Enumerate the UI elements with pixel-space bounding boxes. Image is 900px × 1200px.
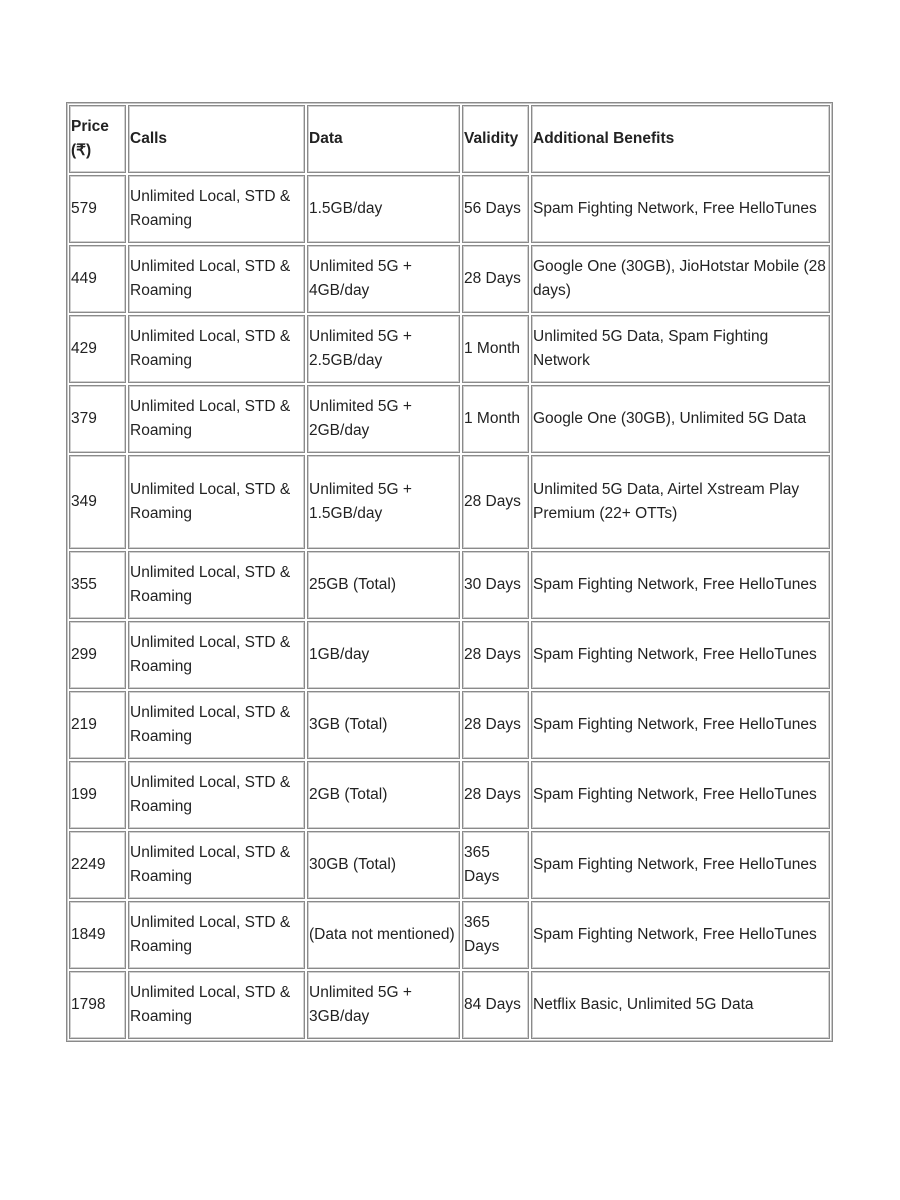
price-cell: 1798 [69, 971, 126, 1039]
benefits-cell: Spam Fighting Network, Free HelloTunes [531, 551, 830, 619]
price-cell: 299 [69, 621, 126, 689]
header-validity: Validity [462, 105, 529, 173]
table-row: 379 Unlimited Local, STD & Roaming Unlimit… [69, 385, 830, 453]
calls-cell: Unlimited Local, STD & Roaming [128, 901, 305, 969]
calls-cell: Unlimited Local, STD & Roaming [128, 315, 305, 383]
data-cell: 2GB (Total) [307, 761, 460, 829]
data-cell: 1GB/day [307, 621, 460, 689]
data-cell: (Data not mentioned) [307, 901, 460, 969]
table-row: 1849 Unlimited Local, STD & Roaming (Data … [69, 901, 830, 969]
data-cell: Unlimited 5G + 2.5GB/day [307, 315, 460, 383]
header-calls: Calls [128, 105, 305, 173]
data-cell: Unlimited 5G + 2GB/day [307, 385, 460, 453]
price-cell: 379 [69, 385, 126, 453]
header-price: Price (₹) [69, 105, 126, 173]
table-row: 299 Unlimited Local, STD & Roaming 1GB/day… [69, 621, 830, 689]
validity-cell: 30 Days [462, 551, 529, 619]
calls-cell: Unlimited Local, STD & Roaming [128, 245, 305, 313]
data-cell: Unlimited 5G + 1.5GB/day [307, 455, 460, 549]
table-row: 449 Unlimited Local, STD & Roaming Unlimit… [69, 245, 830, 313]
benefits-cell: Spam Fighting Network, Free HelloTunes [531, 621, 830, 689]
validity-cell: 365 Days [462, 901, 529, 969]
benefits-cell: Netflix Basic, Unlimited 5G Data [531, 971, 830, 1039]
benefits-cell: Google One (30GB), Unlimited 5G Data [531, 385, 830, 453]
validity-cell: 28 Days [462, 245, 529, 313]
table-row: 219 Unlimited Local, STD & Roaming 3GB (To… [69, 691, 830, 759]
benefits-cell: Spam Fighting Network, Free HelloTunes [531, 175, 830, 243]
price-cell: 1849 [69, 901, 126, 969]
price-cell: 579 [69, 175, 126, 243]
plans-table: Price (₹) Calls Data Validity Additional… [66, 102, 833, 1042]
price-cell: 449 [69, 245, 126, 313]
data-cell: 25GB (Total) [307, 551, 460, 619]
header-benefits: Additional Benefits [531, 105, 830, 173]
calls-cell: Unlimited Local, STD & Roaming [128, 385, 305, 453]
calls-cell: Unlimited Local, STD & Roaming [128, 831, 305, 899]
calls-cell: Unlimited Local, STD & Roaming [128, 691, 305, 759]
benefits-cell: Unlimited 5G Data, Spam Fighting Network [531, 315, 830, 383]
benefits-cell: Google One (30GB), JioHotstar Mobile (28… [531, 245, 830, 313]
data-cell: 30GB (Total) [307, 831, 460, 899]
benefits-cell: Unlimited 5G Data, Airtel Xstream Play P… [531, 455, 830, 549]
benefits-cell: Spam Fighting Network, Free HelloTunes [531, 691, 830, 759]
price-cell: 199 [69, 761, 126, 829]
price-cell: 355 [69, 551, 126, 619]
benefits-cell: Spam Fighting Network, Free HelloTunes [531, 761, 830, 829]
table-row: 579 Unlimited Local, STD & Roaming 1.5GB/d… [69, 175, 830, 243]
calls-cell: Unlimited Local, STD & Roaming [128, 971, 305, 1039]
validity-cell: 28 Days [462, 691, 529, 759]
validity-cell: 28 Days [462, 761, 529, 829]
data-cell: 1.5GB/day [307, 175, 460, 243]
validity-cell: 1 Month [462, 385, 529, 453]
price-cell: 429 [69, 315, 126, 383]
validity-cell: 28 Days [462, 621, 529, 689]
table-row: 199 Unlimited Local, STD & Roaming 2GB (To… [69, 761, 830, 829]
table-row: 355 Unlimited Local, STD & Roaming 25GB (T… [69, 551, 830, 619]
header-row: Price (₹) Calls Data Validity Additional… [69, 105, 830, 173]
table-row: 429 Unlimited Local, STD & Roaming Unlimit… [69, 315, 830, 383]
validity-cell: 56 Days [462, 175, 529, 243]
price-cell: 349 [69, 455, 126, 549]
header-data: Data [307, 105, 460, 173]
validity-cell: 1 Month [462, 315, 529, 383]
data-cell: Unlimited 5G + 4GB/day [307, 245, 460, 313]
table-row: 1798 Unlimited Local, STD & Roaming Unlimi… [69, 971, 830, 1039]
table-row: 2249 Unlimited Local, STD & Roaming 30GB (… [69, 831, 830, 899]
price-cell: 2249 [69, 831, 126, 899]
calls-cell: Unlimited Local, STD & Roaming [128, 621, 305, 689]
validity-cell: 84 Days [462, 971, 529, 1039]
table-row: 349 Unlimited Local, STD & Roaming Unlimit… [69, 455, 830, 549]
validity-cell: 28 Days [462, 455, 529, 549]
calls-cell: Unlimited Local, STD & Roaming [128, 761, 305, 829]
benefits-cell: Spam Fighting Network, Free HelloTunes [531, 901, 830, 969]
price-cell: 219 [69, 691, 126, 759]
calls-cell: Unlimited Local, STD & Roaming [128, 455, 305, 549]
data-cell: Unlimited 5G + 3GB/day [307, 971, 460, 1039]
benefits-cell: Spam Fighting Network, Free HelloTunes [531, 831, 830, 899]
calls-cell: Unlimited Local, STD & Roaming [128, 551, 305, 619]
calls-cell: Unlimited Local, STD & Roaming [128, 175, 305, 243]
validity-cell: 365 Days [462, 831, 529, 899]
data-cell: 3GB (Total) [307, 691, 460, 759]
